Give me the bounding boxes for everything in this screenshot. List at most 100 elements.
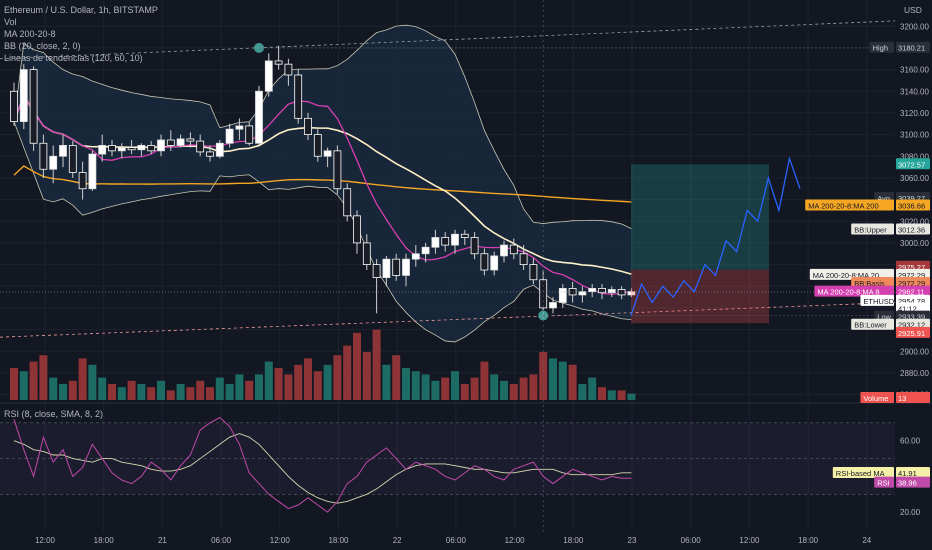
candle-body [68, 145, 77, 173]
position-profit-zone [631, 164, 769, 270]
tag-rsi-label: RSI [877, 479, 890, 488]
volume-bar [166, 390, 175, 400]
volume-bar [284, 374, 293, 400]
volume-bar [88, 364, 97, 400]
candle-body [529, 264, 538, 281]
legend-vol[interactable]: Vol [4, 17, 17, 27]
symbol-title[interactable]: Ethereum / U.S. Dollar, 1h, BITSTAMP [4, 5, 158, 15]
tag-bb-upper-value-bg [896, 223, 930, 235]
volume-bar [382, 364, 391, 400]
time-tick-label: 06:00 [681, 536, 702, 545]
candle-body [382, 258, 391, 278]
tag-ma20-value: 2972.29 [898, 271, 925, 280]
candle-body [451, 233, 459, 246]
legend-trendlines[interactable]: Lineas de tendencias (120, 60, 10) [4, 53, 143, 63]
tag-bb-upper-label-bg [851, 223, 894, 235]
volume-bar [607, 390, 616, 400]
volume-bar [264, 361, 273, 400]
candle-body [607, 289, 616, 294]
rsi-legend[interactable]: RSI (8, close, SMA, 8, 2) [4, 409, 104, 419]
tag-ma200-value: 3036.66 [898, 202, 925, 211]
tag-bb-basis-value: 2972.29 [898, 279, 925, 288]
volume-bar [470, 377, 479, 400]
legend-bb[interactable]: BB (20, close, 2, 0) [4, 41, 81, 51]
volume-bar [500, 380, 508, 400]
candle-body [284, 63, 293, 76]
candle-body [362, 242, 371, 265]
volume-bar [421, 374, 430, 400]
candle-body [627, 291, 636, 296]
volume-bar [255, 374, 263, 400]
candle-body [127, 147, 136, 151]
tag-last-value: 2954.78 [898, 297, 925, 306]
tag-low-label: Low [877, 313, 891, 322]
tag-volume-label-bg [860, 392, 894, 403]
candle-body [333, 150, 342, 190]
candle-body [313, 134, 322, 157]
volume-bar [519, 377, 528, 400]
volume-bar [490, 374, 499, 400]
candle-body [294, 74, 303, 119]
time-tick-label: 06:00 [446, 536, 467, 545]
candle-body [598, 288, 606, 294]
time-tick-label: 12:00 [739, 536, 760, 545]
candle-body [490, 255, 499, 271]
candle-body [147, 145, 156, 152]
candle-body [392, 258, 401, 276]
candle-body [421, 246, 430, 255]
tag-volume-label: Volume [863, 394, 888, 403]
tag-stop-value-bg [896, 326, 930, 338]
tag-rsi-ma-label: RSI-based MA [836, 469, 885, 478]
volume-bar [19, 371, 28, 400]
volume-bar [39, 355, 48, 400]
volume-bar [186, 387, 195, 400]
volume-bar [362, 352, 371, 400]
tag-bb-upper-label: BB:Upper [854, 226, 887, 235]
candle-body [372, 264, 381, 278]
candle-body [117, 147, 126, 152]
time-tick-label: 06:00 [211, 536, 232, 545]
candle-body [549, 302, 557, 309]
candle-body [196, 140, 205, 153]
tag-bb-basis-value-bg [896, 277, 930, 288]
candle-body [519, 253, 528, 265]
candle-body [206, 151, 214, 157]
time-tick-label: 23 [628, 536, 637, 545]
chart-legend: Ethereum / U.S. Dollar, 1h, BITSTAMP Vol… [4, 4, 158, 64]
tag-high-value: 3180.21 [898, 44, 925, 53]
tag-bb-upper-value: 3012.36 [898, 226, 925, 235]
candle-body [10, 90, 18, 122]
time-tick-label: 12:00 [270, 536, 291, 545]
tag-ma8-label: MA 200-20-8:MA 8 [817, 288, 879, 297]
trendline-upper [0, 20, 896, 60]
legend-ma[interactable]: MA 200-20-8 [4, 29, 56, 39]
time-tick-label: 21 [158, 536, 167, 545]
volume-bar [598, 387, 606, 400]
candle-body [29, 69, 38, 144]
price-tick-label: 2880.00 [900, 369, 929, 378]
candle-body [470, 237, 479, 255]
price-tick-label: 3020.00 [900, 217, 929, 226]
trendline-lower [0, 302, 896, 338]
candle-body [353, 215, 361, 244]
volume-bar [441, 377, 450, 400]
price-tick-label: 3120.00 [900, 109, 929, 118]
volume-bar [343, 345, 352, 400]
tag-bb-basis-label: BB:Basis [854, 279, 885, 288]
price-tick-label: 3080.00 [900, 152, 929, 161]
time-tick-label: 18:00 [798, 536, 819, 545]
time-tick-label: 12:00 [505, 536, 526, 545]
bollinger-lower [13, 121, 632, 343]
tag-volume-value: 13 [898, 394, 906, 403]
bollinger-fill [14, 25, 632, 342]
volume-bar [117, 387, 126, 400]
volume-bar [411, 371, 420, 400]
tag-bb-basis-label-bg [851, 277, 894, 288]
candle-body [509, 244, 518, 255]
volume-bar [509, 384, 518, 400]
candle-body [59, 145, 67, 157]
currency-label[interactable]: USD [904, 5, 922, 15]
volume-bar [333, 355, 342, 400]
bollinger-upper [13, 24, 632, 230]
